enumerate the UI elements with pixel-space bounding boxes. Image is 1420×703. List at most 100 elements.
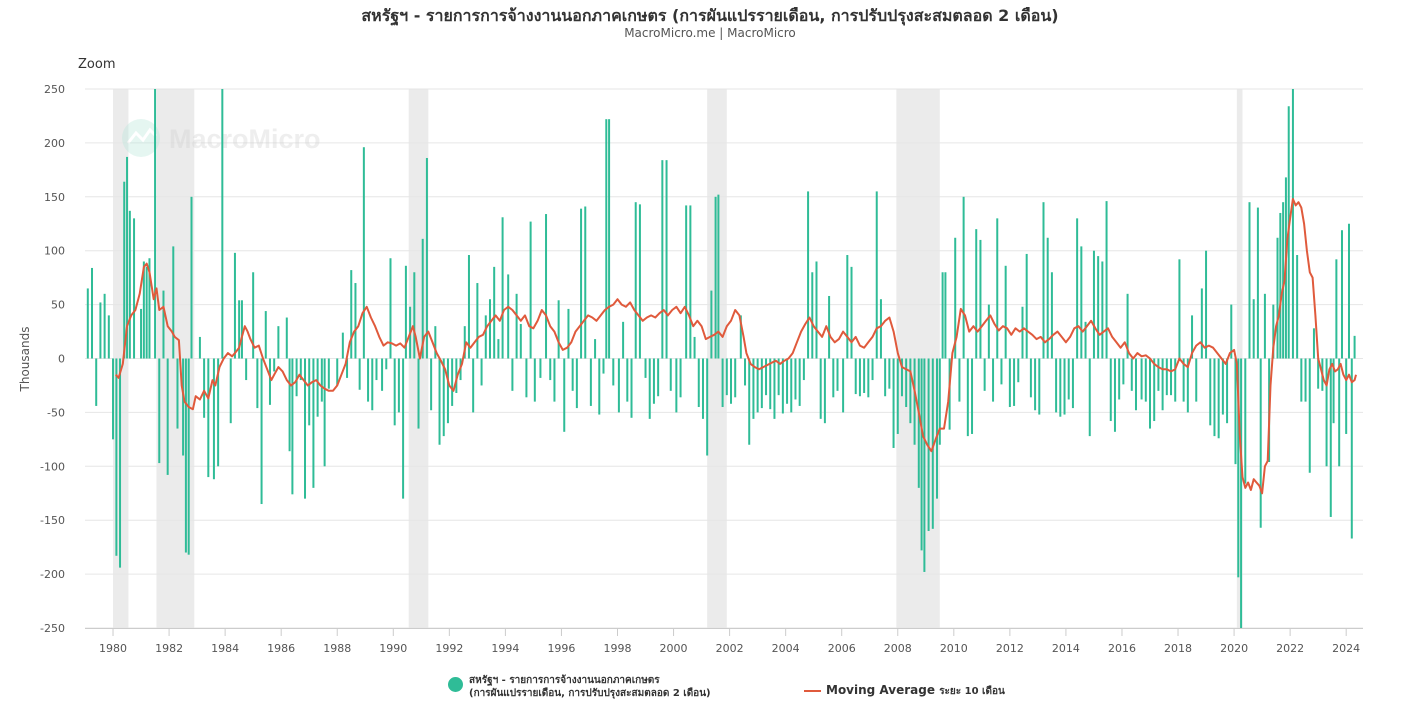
bar[interactable]: [1335, 259, 1338, 359]
bar[interactable]: [675, 358, 678, 413]
bar[interactable]: [1025, 253, 1028, 359]
bar[interactable]: [739, 315, 742, 359]
bar[interactable]: [1017, 358, 1020, 383]
bar[interactable]: [612, 358, 615, 386]
bar[interactable]: [920, 358, 923, 551]
bar[interactable]: [511, 358, 514, 391]
bar[interactable]: [140, 308, 143, 359]
bar[interactable]: [463, 326, 466, 359]
bar[interactable]: [884, 358, 887, 397]
bar[interactable]: [923, 358, 926, 572]
bar[interactable]: [358, 358, 361, 390]
bar[interactable]: [295, 358, 298, 397]
bar[interactable]: [484, 315, 487, 359]
bar[interactable]: [580, 208, 583, 359]
bar[interactable]: [971, 358, 974, 434]
bar[interactable]: [1130, 358, 1133, 391]
bar[interactable]: [1291, 89, 1294, 359]
bar[interactable]: [1252, 299, 1255, 359]
bar[interactable]: [354, 283, 357, 359]
bar[interactable]: [773, 358, 776, 419]
bar[interactable]: [346, 358, 349, 378]
bar[interactable]: [515, 293, 518, 359]
bar[interactable]: [786, 358, 789, 404]
bar[interactable]: [992, 358, 995, 402]
bar[interactable]: [393, 358, 396, 426]
bar[interactable]: [291, 358, 294, 495]
bar[interactable]: [545, 214, 548, 359]
bar[interactable]: [1304, 358, 1307, 402]
bar[interactable]: [630, 358, 633, 418]
bar[interactable]: [1350, 358, 1353, 539]
bar[interactable]: [1191, 315, 1194, 359]
bar[interactable]: [299, 358, 302, 381]
bar[interactable]: [909, 358, 912, 424]
bar[interactable]: [661, 160, 664, 359]
bar[interactable]: [938, 358, 941, 445]
bar[interactable]: [626, 358, 629, 402]
bar[interactable]: [983, 358, 986, 391]
bar[interactable]: [285, 317, 288, 359]
bar[interactable]: [425, 157, 428, 359]
bar[interactable]: [1209, 358, 1212, 426]
bar[interactable]: [1195, 358, 1198, 402]
bar[interactable]: [316, 358, 319, 417]
bar[interactable]: [166, 358, 169, 475]
bar[interactable]: [1329, 358, 1332, 517]
bar[interactable]: [748, 358, 751, 445]
bar[interactable]: [1170, 358, 1173, 396]
bar[interactable]: [622, 321, 625, 359]
bar[interactable]: [350, 270, 353, 359]
bar[interactable]: [706, 358, 709, 456]
bar[interactable]: [734, 358, 737, 398]
bar[interactable]: [1021, 306, 1024, 359]
bar[interactable]: [1340, 230, 1343, 359]
bar[interactable]: [1182, 358, 1185, 402]
bar[interactable]: [107, 315, 110, 359]
bar[interactable]: [665, 160, 668, 359]
bar[interactable]: [669, 358, 672, 391]
bar[interactable]: [501, 217, 504, 359]
bar[interactable]: [507, 274, 510, 359]
bar[interactable]: [798, 358, 801, 406]
bar[interactable]: [828, 295, 831, 359]
bar[interactable]: [1221, 358, 1224, 415]
bar[interactable]: [385, 358, 388, 370]
bar[interactable]: [721, 358, 724, 408]
bar[interactable]: [529, 221, 532, 359]
bar[interactable]: [1259, 358, 1262, 528]
bar[interactable]: [685, 205, 688, 359]
bar[interactable]: [182, 358, 185, 456]
bar[interactable]: [451, 358, 454, 406]
bar[interactable]: [304, 358, 307, 499]
bar[interactable]: [567, 308, 570, 359]
bar[interactable]: [126, 156, 129, 359]
bar[interactable]: [1101, 261, 1104, 359]
bar[interactable]: [1165, 358, 1168, 396]
bar[interactable]: [1084, 321, 1087, 359]
bar[interactable]: [563, 358, 566, 432]
bar[interactable]: [187, 358, 190, 555]
bar[interactable]: [1248, 202, 1251, 359]
bar[interactable]: [1296, 255, 1299, 359]
bar[interactable]: [442, 358, 445, 437]
bar[interactable]: [879, 299, 882, 359]
bar[interactable]: [717, 194, 720, 359]
bar[interactable]: [488, 299, 491, 359]
bar[interactable]: [794, 358, 797, 400]
bar[interactable]: [112, 358, 115, 440]
bar[interactable]: [154, 89, 157, 359]
bar[interactable]: [1282, 202, 1285, 359]
bar[interactable]: [190, 196, 193, 359]
bar[interactable]: [277, 326, 280, 359]
bar[interactable]: [1226, 358, 1229, 424]
bar[interactable]: [811, 272, 814, 359]
bar[interactable]: [381, 358, 384, 391]
bar[interactable]: [608, 119, 611, 359]
bar[interactable]: [1272, 304, 1275, 359]
bar[interactable]: [476, 283, 479, 359]
bar[interactable]: [905, 358, 908, 408]
bar[interactable]: [176, 358, 179, 429]
bar[interactable]: [115, 358, 118, 556]
bar[interactable]: [1276, 237, 1279, 359]
